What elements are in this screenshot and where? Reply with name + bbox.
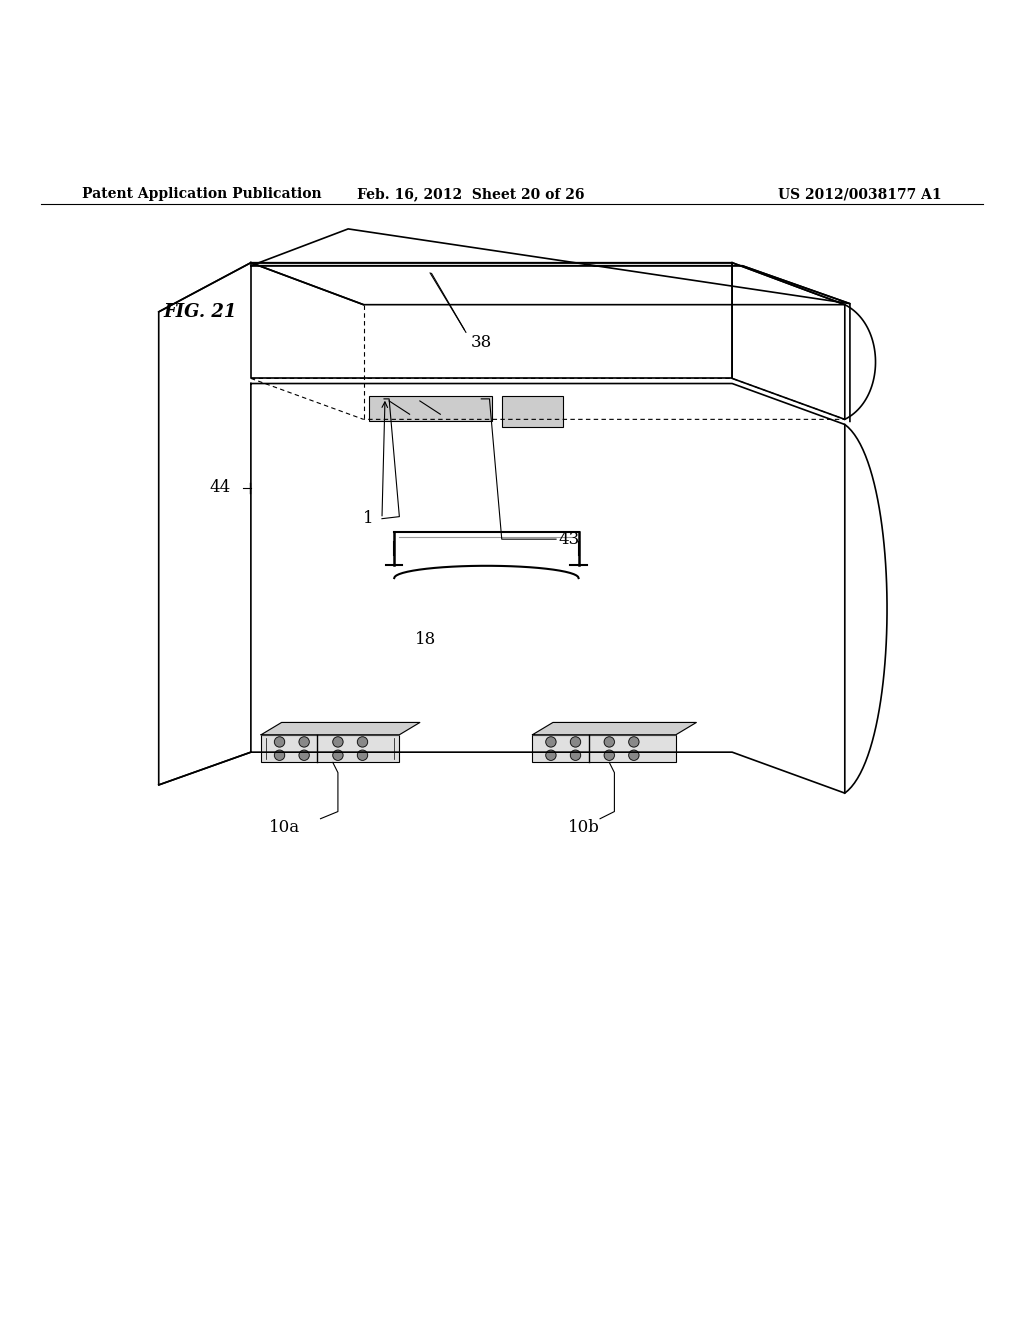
Circle shape bbox=[546, 737, 556, 747]
Text: Patent Application Publication: Patent Application Publication bbox=[82, 187, 322, 201]
Circle shape bbox=[274, 737, 285, 747]
Bar bbox=[369, 396, 492, 421]
Circle shape bbox=[274, 750, 285, 760]
Circle shape bbox=[604, 737, 614, 747]
Circle shape bbox=[604, 750, 614, 760]
Text: Feb. 16, 2012  Sheet 20 of 26: Feb. 16, 2012 Sheet 20 of 26 bbox=[357, 187, 585, 201]
Text: 43: 43 bbox=[558, 531, 580, 548]
Text: 10a: 10a bbox=[269, 818, 300, 836]
Polygon shape bbox=[261, 722, 420, 735]
Bar bbox=[261, 735, 399, 763]
Circle shape bbox=[629, 750, 639, 760]
Circle shape bbox=[570, 737, 581, 747]
Bar bbox=[502, 396, 563, 426]
Circle shape bbox=[333, 737, 343, 747]
Text: 10b: 10b bbox=[567, 818, 600, 836]
Text: 38: 38 bbox=[471, 334, 493, 351]
Polygon shape bbox=[532, 722, 696, 735]
Text: FIG. 21: FIG. 21 bbox=[164, 302, 238, 321]
Text: 44: 44 bbox=[209, 479, 230, 496]
Circle shape bbox=[299, 737, 309, 747]
Text: 18: 18 bbox=[415, 631, 436, 648]
Circle shape bbox=[629, 737, 639, 747]
Bar bbox=[532, 735, 676, 763]
Circle shape bbox=[546, 750, 556, 760]
Text: 1: 1 bbox=[364, 511, 374, 527]
Circle shape bbox=[333, 750, 343, 760]
Circle shape bbox=[570, 750, 581, 760]
Circle shape bbox=[299, 750, 309, 760]
Circle shape bbox=[357, 750, 368, 760]
Text: US 2012/0038177 A1: US 2012/0038177 A1 bbox=[778, 187, 942, 201]
Circle shape bbox=[357, 737, 368, 747]
